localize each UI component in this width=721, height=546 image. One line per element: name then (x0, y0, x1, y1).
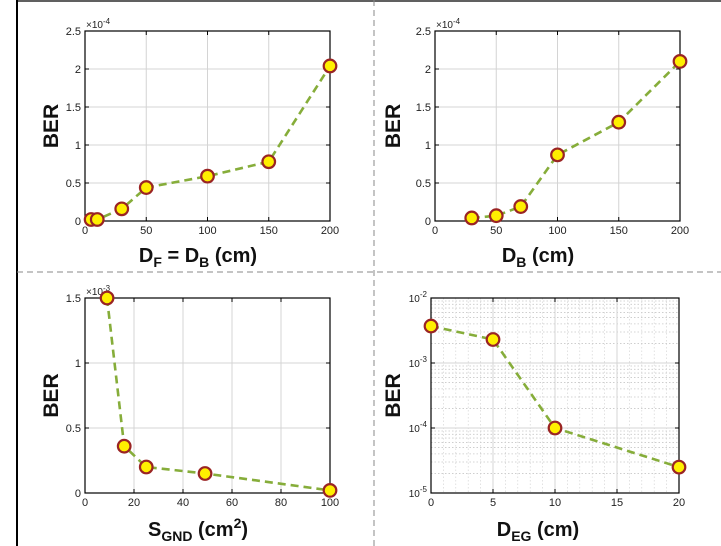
x-tick-label: 100 (548, 225, 566, 237)
y-axis-label: BER (40, 373, 63, 417)
y-tick-label: 2 (425, 64, 431, 76)
x-tick-label: 80 (275, 497, 287, 509)
x-tick-label: 40 (177, 497, 189, 509)
y-tick-label: 10-4 (409, 420, 428, 435)
data-point (485, 332, 501, 347)
data-point (423, 318, 439, 334)
y-tick-label: 0 (425, 216, 431, 228)
x-tick-label: 0 (82, 497, 88, 509)
x-tick-label: 200 (321, 225, 339, 237)
data-point (611, 114, 627, 130)
series-line (430, 324, 680, 469)
x-tick-label: 20 (673, 497, 685, 509)
data-point (197, 466, 213, 481)
chart-panel-4: 0 5 10 15 20 10-5 10-4 10-3 10-2 BER DEG (cm) (382, 290, 687, 544)
data-point (513, 199, 529, 214)
y-tick-label: 1.5 (66, 293, 81, 305)
data-point (99, 290, 115, 306)
axis-exponent-label: ×10-3 (86, 284, 111, 298)
x-tick-label: 60 (226, 497, 238, 509)
data-point (550, 147, 565, 163)
y-axis-label: BER (40, 104, 63, 148)
y-tick-label: 1.5 (416, 102, 431, 114)
x-axis-label: SGND (cm2) (148, 515, 248, 544)
series-line (105, 297, 331, 492)
y-tick-label: 2.5 (416, 26, 431, 38)
data-point (200, 168, 215, 184)
x-axis-label: DF = DB (cm) (139, 245, 257, 270)
y-tick-label: 2 (75, 64, 81, 76)
y-tick-label: 10-2 (409, 290, 428, 305)
data-point (116, 438, 132, 454)
data-point (322, 58, 338, 74)
x-tick-label: 150 (260, 225, 278, 237)
axes-box (430, 297, 680, 494)
y-tick-label: 1 (75, 140, 81, 152)
x-tick-label: 200 (671, 225, 689, 237)
x-tick-label: 100 (198, 225, 216, 237)
x-tick-label: 50 (140, 225, 152, 237)
chart-panel-2: 0 50 100 150 200 0 0.5 1 1.5 2 2.5 ×10-4 BER DB (cm) (382, 17, 689, 270)
data-point (464, 210, 480, 226)
x-tick-label: 0 (82, 225, 88, 237)
y-tick-label: 0.5 (66, 423, 81, 435)
axes-box (84, 297, 331, 494)
x-tick-label: 15 (611, 497, 623, 509)
data-point (322, 483, 338, 498)
y-tick-label: 10-3 (409, 355, 428, 370)
data-point (671, 459, 687, 475)
y-tick-label: 1 (75, 358, 81, 370)
data-point (89, 212, 105, 227)
y-tick-label: 0 (75, 216, 81, 228)
y-tick-label: 0.5 (416, 178, 431, 190)
x-tick-label: 20 (128, 497, 140, 509)
x-tick-label: 10 (549, 497, 561, 509)
plot-area (85, 298, 330, 493)
x-tick-label: 50 (490, 225, 502, 237)
chart-panel-3: 0 20 40 60 80 100 0 0.5 1 1.5 ×10-3 BER SGND (cm2) (40, 284, 339, 544)
axes-box (84, 30, 331, 222)
axis-exponent-label: ×10-4 (86, 17, 111, 31)
data-point (488, 208, 504, 224)
x-axis-label: DEG (cm) (497, 519, 579, 544)
y-tick-label: 1.5 (66, 102, 81, 114)
data-point (138, 180, 154, 195)
data-point (114, 201, 130, 217)
y-axis-label: BER (382, 104, 405, 148)
y-tick-label: 0 (75, 488, 81, 500)
data-point (672, 54, 688, 69)
y-tick-label: 2.5 (66, 26, 81, 38)
data-point (261, 154, 277, 170)
x-axis-label: DB (cm) (502, 245, 574, 270)
y-axis-label: BER (382, 373, 405, 417)
axes-box (434, 30, 681, 222)
axis-exponent-label: ×10-4 (436, 17, 461, 31)
x-tick-label: 0 (432, 225, 438, 237)
x-tick-label: 5 (490, 497, 496, 509)
chart-panel-1: 0 50 100 150 200 0 0.5 1 1.5 2 2.5 ×10-4 BER DF = DB … (40, 17, 339, 270)
y-tick-label: 0.5 (66, 178, 81, 190)
data-point (138, 459, 154, 475)
data-point (547, 420, 563, 436)
x-tick-label: 100 (321, 497, 339, 509)
x-tick-label: 0 (428, 497, 434, 509)
y-tick-label: 10-5 (409, 485, 428, 500)
y-tick-label: 1 (425, 140, 431, 152)
x-tick-label: 150 (610, 225, 628, 237)
